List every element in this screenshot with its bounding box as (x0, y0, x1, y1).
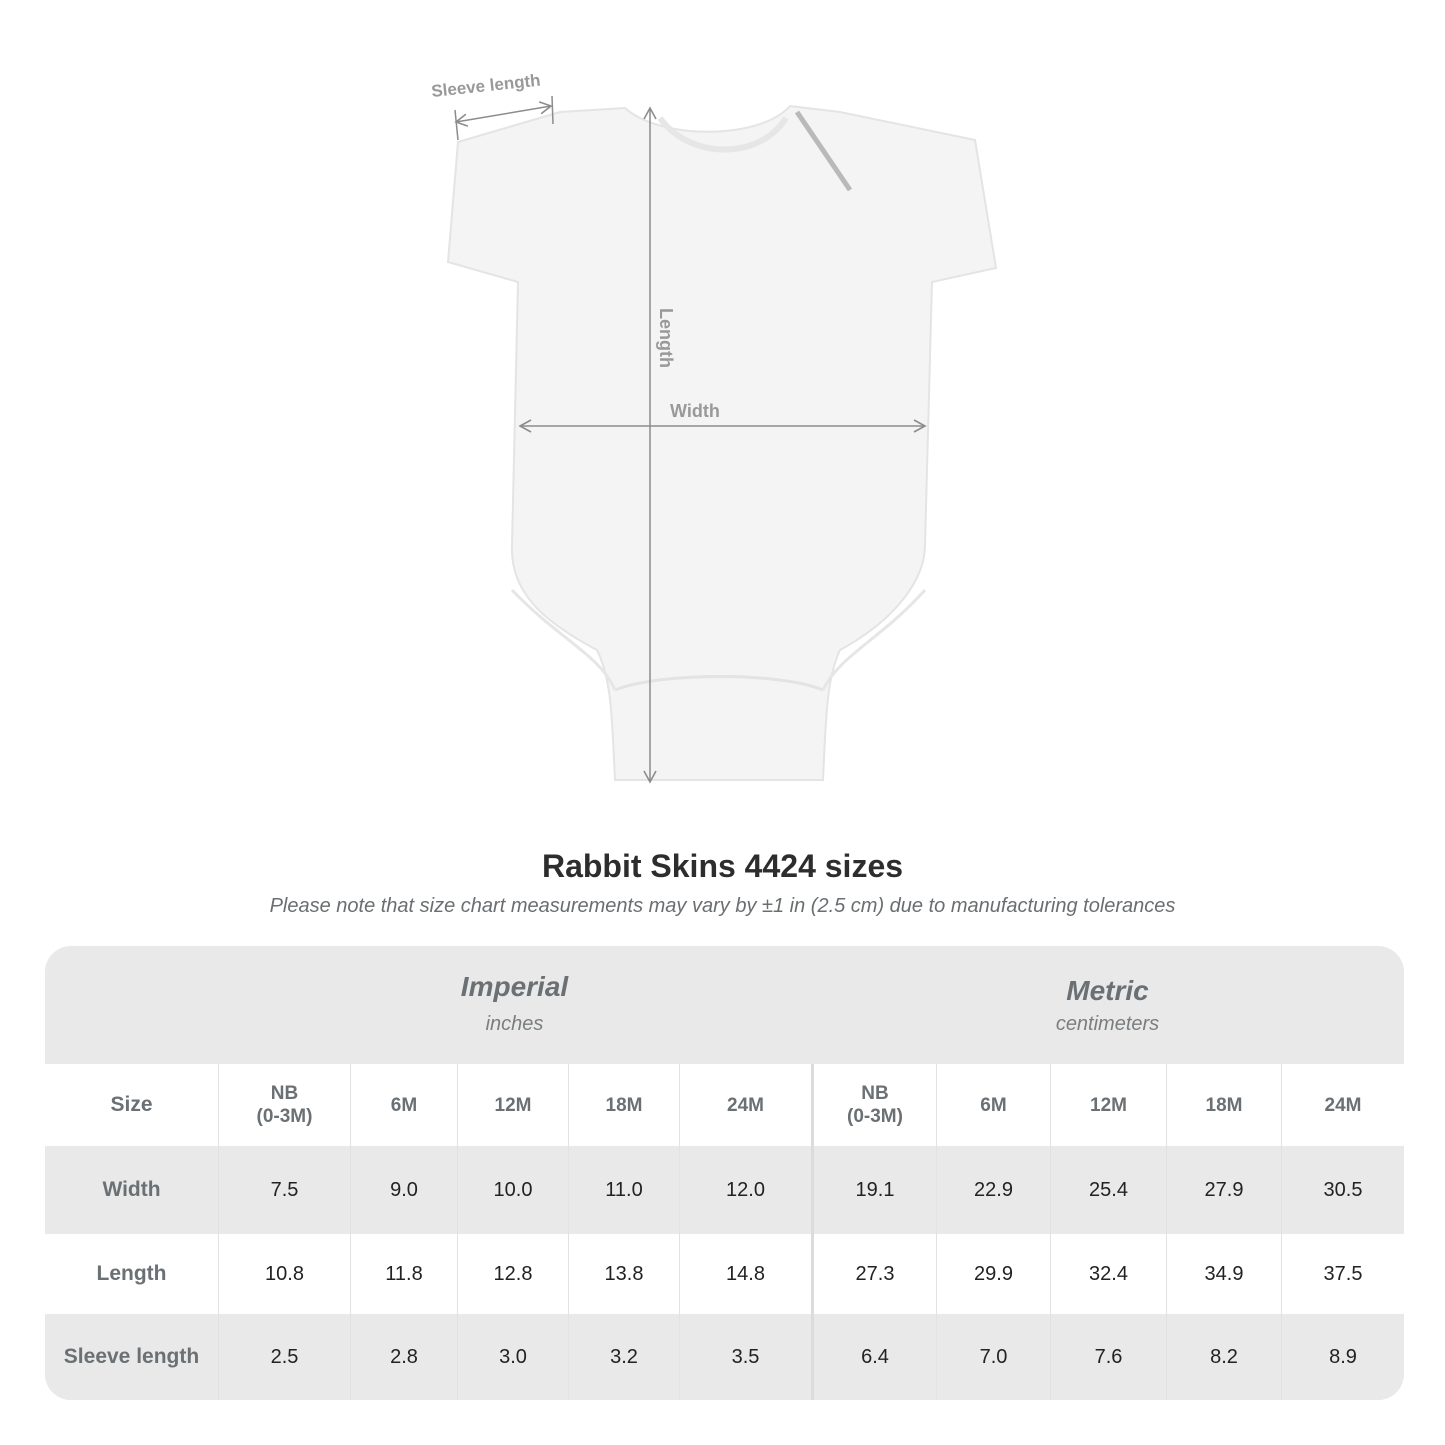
size-column-header: 6M (350, 1064, 457, 1146)
onesie-measurement-diagram: Sleeve length Length Width (430, 71, 998, 784)
row-label: Length (96, 1262, 167, 1285)
imperial-value-cell: 11.8 (350, 1234, 457, 1314)
imperial-value-cell: 3.0 (457, 1314, 568, 1400)
imperial-value-cell: 2.8 (350, 1314, 457, 1400)
metric-label: Metric (1066, 975, 1149, 1006)
metric-value-cell: 6.4 (811, 1314, 936, 1400)
size-column-header: 12M (457, 1064, 568, 1146)
metric-value-cell: 7.6 (1050, 1314, 1166, 1400)
metric-value-cell: 27.9 (1166, 1146, 1281, 1234)
imperial-value-cell: 13.8 (568, 1234, 679, 1314)
imperial-value-cell: 3.2 (568, 1314, 679, 1400)
imperial-value-cell: 12.8 (457, 1234, 568, 1314)
onesie-image (446, 104, 998, 781)
metric-value-cell: 29.9 (936, 1234, 1050, 1314)
width-measure: Width (518, 401, 927, 433)
metric-value-cell: 8.9 (1281, 1314, 1404, 1400)
length-label: Length (656, 308, 676, 368)
metric-value-cell: 27.3 (811, 1234, 936, 1314)
imperial-value-cell: 2.5 (218, 1314, 350, 1400)
sleeve-length-label: Sleeve length (430, 71, 541, 101)
imperial-label: Imperial (460, 971, 569, 1002)
size-column-header: NB (0-3M) (218, 1064, 350, 1146)
size-header-label: Size (110, 1093, 153, 1116)
table-row: Sleeve length 2.5 2.8 3.0 3.2 3.5 6.4 7.0 7.6 8.2… (45, 1314, 1404, 1400)
metric-value-cell: 30.5 (1281, 1146, 1404, 1234)
metric-unit: centimeters (1055, 1013, 1160, 1035)
length-measure: Length (643, 106, 676, 784)
imperial-value-cell: 12.0 (679, 1146, 811, 1234)
metric-value-cell: 22.9 (936, 1146, 1050, 1234)
imperial-value-cell: 14.8 (679, 1234, 811, 1314)
size-header-row: Size NB (0-3M) 6M 12M 18M 24M NB (0-3M) 6M 12M 18… (45, 1064, 1404, 1146)
size-column-header: 18M (568, 1064, 679, 1146)
metric-value-cell: 8.2 (1166, 1314, 1281, 1400)
imperial-value-cell: 3.5 (679, 1314, 811, 1400)
metric-value-cell: 34.9 (1166, 1234, 1281, 1314)
metric-value-cell: 32.4 (1050, 1234, 1166, 1314)
row-label: Sleeve length (63, 1345, 200, 1368)
imperial-unit: inches (485, 1013, 544, 1035)
imperial-value-cell: 7.5 (218, 1146, 350, 1234)
size-chart-title: Rabbit Skins 4424 sizes (541, 848, 904, 884)
imperial-value-cell: 11.0 (568, 1146, 679, 1234)
metric-header: Metric centimeters (811, 946, 1404, 1093)
metric-value-cell: 25.4 (1050, 1146, 1166, 1234)
size-table: Imperial inches Metric centimeters Size N… (45, 946, 1404, 1400)
size-column-header: 18M (1166, 1064, 1281, 1146)
width-label: Width (670, 401, 720, 421)
metric-value-cell: 37.5 (1281, 1234, 1404, 1314)
imperial-value-cell: 9.0 (350, 1146, 457, 1234)
row-label: Width (102, 1178, 161, 1201)
imperial-value-cell: 10.0 (457, 1146, 568, 1234)
size-column-header: 24M (679, 1064, 811, 1146)
imperial-header: Imperial inches (218, 946, 811, 1089)
size-column-header: NB (0-3M) (811, 1064, 936, 1146)
table-row: Width 7.5 9.0 10.0 11.0 12.0 19.1 22.9 25.4 27.9 3… (45, 1146, 1404, 1234)
metric-value-cell: 19.1 (811, 1146, 936, 1234)
imperial-value-cell: 10.8 (218, 1234, 350, 1314)
size-column-header: 6M (936, 1064, 1050, 1146)
tolerance-note: Please note that size chart measurements… (269, 895, 1176, 917)
table-row: Length 10.8 11.8 12.8 13.8 14.8 27.3 29.9 32.4 34… (45, 1234, 1404, 1314)
size-column-header: 12M (1050, 1064, 1166, 1146)
metric-value-cell: 7.0 (936, 1314, 1050, 1400)
size-column-header: 24M (1281, 1064, 1404, 1146)
